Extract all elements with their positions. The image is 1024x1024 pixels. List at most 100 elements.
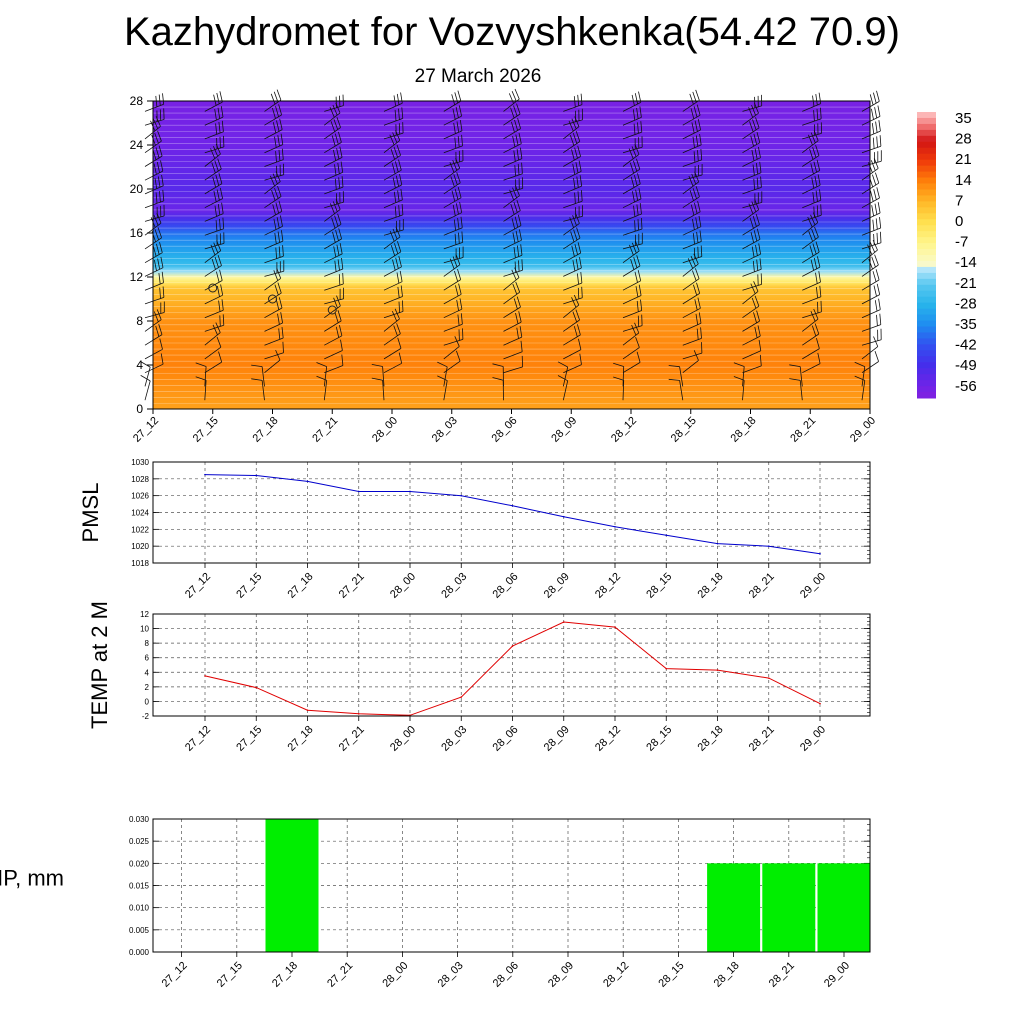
- wind-barb: [204, 106, 224, 126]
- wind-barb: [613, 376, 625, 401]
- wind-barb: [383, 159, 402, 181]
- wind-barb: [861, 217, 882, 236]
- colorbar-label: -14: [955, 254, 977, 271]
- colorbar-swatch: [917, 362, 936, 369]
- wind-barb: [324, 94, 344, 112]
- wind-barb: [204, 351, 223, 374]
- wind-barb: [383, 122, 404, 140]
- wind-barb: [443, 134, 463, 154]
- x-tick-label: 29_00: [822, 960, 852, 990]
- wind-barb: [204, 202, 224, 222]
- wind-barb: [264, 245, 284, 264]
- temp-panel: -2 0 2 4 6 8 10 12 27_12 27_15 27_18 27_21 28_00 28_0…: [87, 601, 871, 754]
- x-tick-label: 28_03: [436, 960, 466, 990]
- wind-barb: [742, 117, 760, 140]
- colorbar-swatch: [917, 338, 936, 345]
- colorbar-swatch: [917, 344, 936, 351]
- chart-title: Kazhydromet for Vozvyshkenka(54.42 70.9): [124, 10, 900, 54]
- pmsl-panel-point: [562, 515, 565, 518]
- temp-panel-point: [460, 696, 463, 698]
- colorbar-swatch: [917, 249, 936, 256]
- pmsl-panel-point: [819, 552, 821, 555]
- wind-barb: [264, 260, 285, 277]
- y-tick-label: 0.000: [129, 948, 150, 957]
- wind-barb: [802, 130, 819, 154]
- wind-barb: [492, 363, 504, 387]
- wind-barb: [861, 135, 882, 154]
- wind-barb: [383, 92, 403, 112]
- wind-barb: [742, 339, 762, 360]
- wind-barb: [742, 228, 761, 250]
- wind-barb: [144, 338, 163, 360]
- y-tick-label: 0.030: [129, 815, 150, 824]
- wind-barb: [195, 362, 207, 387]
- wind-barb: [802, 159, 821, 181]
- wind-barb: [622, 232, 643, 250]
- y-tick-label: 8: [145, 639, 150, 648]
- temp-panel-point: [562, 621, 565, 623]
- calm-marker: [327, 305, 337, 315]
- wind-barb: [324, 228, 342, 250]
- y-tick-label: 0.020: [129, 859, 150, 868]
- wind-barb: [204, 158, 222, 181]
- wind-barb: [563, 294, 580, 319]
- colorbar-swatch: [917, 255, 936, 262]
- wind-barb: [503, 132, 522, 154]
- colorbar-swatch: [917, 135, 936, 143]
- wind-barb: [503, 185, 520, 209]
- x-tick-label: 28_06: [491, 724, 521, 754]
- wind-barb: [742, 243, 761, 264]
- wind-barb: [264, 268, 282, 291]
- wind-barb: [204, 172, 223, 195]
- wind-barb: [264, 104, 282, 126]
- wind-barb: [622, 173, 641, 195]
- wind-barb: [861, 202, 881, 222]
- x-tick-label: 28_15: [644, 724, 674, 754]
- wind-barb: [204, 322, 221, 346]
- wind-barb: [557, 375, 569, 401]
- colorbar-swatch: [917, 165, 936, 173]
- y-tick-label: 1020: [131, 542, 149, 551]
- temp-panel-point: [204, 675, 206, 677]
- wind-barb: [144, 212, 162, 236]
- wind-barb: [622, 255, 641, 277]
- x-tick-label: 28_09: [546, 960, 576, 990]
- wind-barb: [563, 190, 583, 209]
- wind-barb: [383, 130, 401, 154]
- wind-barb: [742, 191, 763, 209]
- colorbar-swatch: [917, 278, 936, 286]
- wind-barb: [789, 364, 803, 387]
- x-tick-label: 27_12: [131, 415, 161, 445]
- colorbar-swatch: [917, 284, 936, 292]
- y-tick-label: 1024: [131, 509, 149, 518]
- temp-panel-point: [614, 626, 616, 628]
- wind-barb: [682, 164, 703, 181]
- colorbar-label: -7: [955, 234, 968, 251]
- wind-barb: [613, 362, 625, 387]
- x-tick-label: 28_09: [542, 724, 572, 754]
- wind-barb: [443, 149, 464, 167]
- wind-barb: [144, 227, 162, 250]
- wind-barb: [503, 259, 523, 277]
- x-tick-label: 27_15: [234, 571, 264, 601]
- colorbar-swatch: [917, 177, 936, 184]
- wind-barb: [742, 146, 761, 167]
- wind-barb: [622, 144, 640, 167]
- wind-barb: [802, 189, 822, 209]
- colorbar-swatch: [917, 231, 936, 238]
- wind-barb: [503, 355, 523, 374]
- wind-barb: [204, 217, 225, 236]
- x-tick-label: 28_12: [593, 724, 623, 754]
- colorbar-swatch: [917, 147, 936, 155]
- colorbar-swatch: [917, 332, 936, 339]
- y-tick-label: 1026: [131, 492, 149, 501]
- wind-barb: [802, 256, 821, 277]
- y-tick-label: 20: [130, 182, 144, 196]
- wind-barb: [861, 328, 882, 346]
- x-tick-label: 28_21: [788, 415, 818, 445]
- wind-barb: [383, 300, 404, 319]
- x-tick-label: 28_00: [370, 415, 400, 445]
- wind-barb: [861, 231, 882, 250]
- wind-barb: [563, 286, 583, 305]
- pmsl-panel-point: [306, 480, 309, 483]
